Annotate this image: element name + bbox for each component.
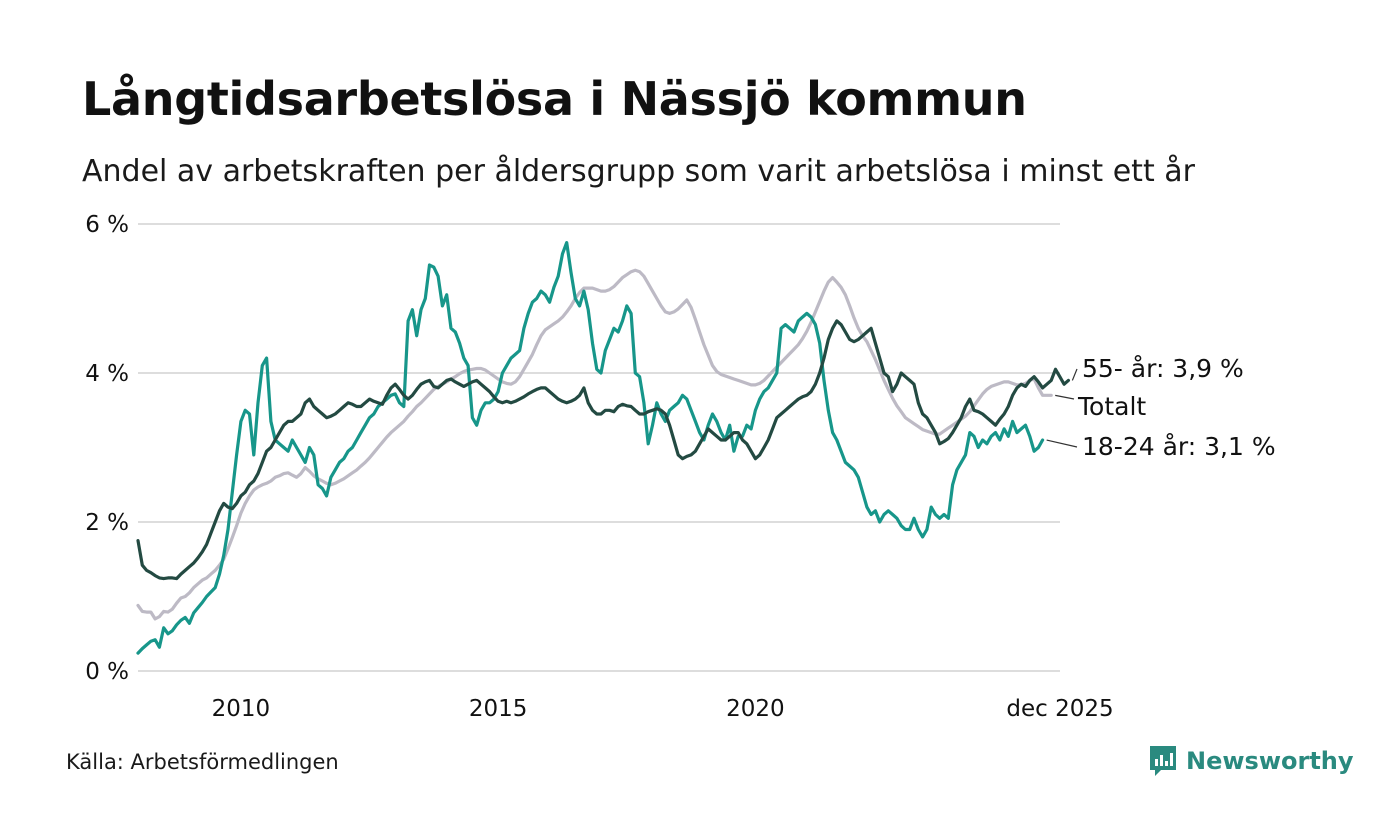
newsworthy-logo-icon [1150,746,1176,776]
y-axis-ticks: 0 % 2 % 4 % 6 % [85,212,129,685]
series-lines [136,241,1070,655]
x-tick-label: 2015 [469,696,528,722]
x-tick-label: 2010 [212,696,271,722]
chart-title: Långtidsarbetslösa i Nässjö kommun [82,72,1027,126]
x-axis-ticks: 2010 2015 2020 dec 2025 [212,696,1114,722]
series-line-age_55 [136,319,1070,581]
x-tick-label: 2020 [726,696,785,722]
leader-line-55 [1071,368,1078,381]
y-tick-label: 2 % [85,510,129,536]
leader-line-18-24 [1046,439,1078,448]
brand-logo[interactable]: Newsworthy [1148,744,1354,778]
end-labels: 55- år: 3,9 % Totalt 18-24 år: 3,1 % [1046,354,1276,461]
end-label-55: 55- år: 3,9 % [1082,354,1244,383]
line-chart: 0 % 2 % 4 % 6 % 2010 2015 2020 dec 2025 55- år… [85,212,1276,722]
leader-line-total [1055,394,1075,400]
chart-subtitle: Andel av arbetskraften per åldersgrupp s… [82,154,1195,189]
y-tick-label: 0 % [85,659,129,685]
y-tick-label: 6 % [85,212,129,238]
series-line-total [136,268,1053,621]
series-line-age_18_24 [136,241,1045,655]
x-tick-label: dec 2025 [1006,696,1113,722]
brand-name: Newsworthy [1186,747,1354,775]
end-label-18-24: 18-24 år: 3,1 % [1082,432,1276,461]
y-tick-label: 4 % [85,361,129,387]
end-label-total: Totalt [1077,392,1146,421]
source-note: Källa: Arbetsförmedlingen [66,750,339,774]
